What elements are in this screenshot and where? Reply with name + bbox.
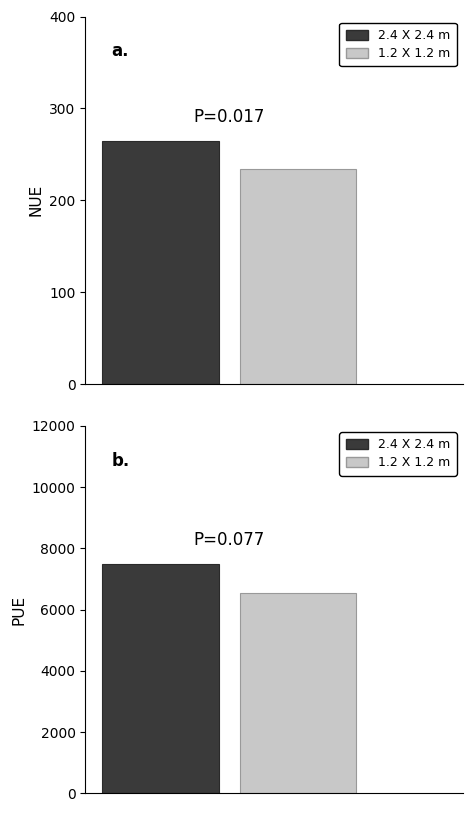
Y-axis label: PUE: PUE xyxy=(11,594,26,624)
Text: P=0.017: P=0.017 xyxy=(194,108,265,126)
Text: P=0.077: P=0.077 xyxy=(194,531,265,549)
Bar xyxy=(240,593,356,793)
Legend: 2.4 X 2.4 m, 1.2 X 1.2 m: 2.4 X 2.4 m, 1.2 X 1.2 m xyxy=(339,23,456,67)
Y-axis label: NUE: NUE xyxy=(28,185,44,216)
Legend: 2.4 X 2.4 m, 1.2 X 1.2 m: 2.4 X 2.4 m, 1.2 X 1.2 m xyxy=(339,433,456,476)
Text: b.: b. xyxy=(112,451,130,470)
Text: a.: a. xyxy=(112,42,129,60)
Bar xyxy=(240,169,356,384)
Bar xyxy=(102,563,219,793)
Bar xyxy=(102,141,219,384)
